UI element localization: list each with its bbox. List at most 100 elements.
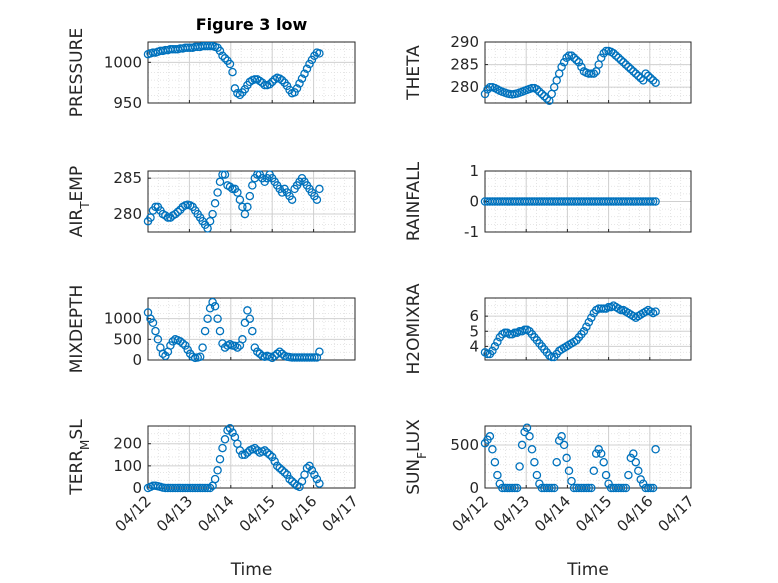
- x-tick-label: 04/15: [236, 492, 279, 535]
- data-point: [151, 326, 160, 336]
- data-point: [292, 84, 302, 93]
- data-point: [233, 188, 242, 197]
- data-point: [275, 347, 284, 356]
- data-point: [557, 432, 566, 441]
- data-point: [171, 209, 180, 219]
- y-tick-label: 0: [132, 351, 142, 369]
- subplot-mixdepth: 0 500 1000 MIXDEPTH: [67, 285, 356, 373]
- data-point: [213, 466, 222, 475]
- data-point: [554, 436, 564, 445]
- data-point: [310, 353, 319, 362]
- data-point: [559, 58, 569, 67]
- data-point: [651, 307, 660, 316]
- data-point: [272, 349, 282, 359]
- data-point: [557, 62, 566, 72]
- data-point: [220, 54, 230, 63]
- data-point: [589, 69, 599, 78]
- data-point: [315, 479, 324, 488]
- data-point: [488, 445, 497, 454]
- data-point: [248, 181, 257, 190]
- data-point: [562, 453, 571, 463]
- data-point: [213, 188, 222, 197]
- data-point: [302, 463, 312, 473]
- data-point: [248, 326, 257, 336]
- y-axis-label: H2OMIXRA: [404, 283, 424, 374]
- data-point: [629, 67, 638, 76]
- data-point: [280, 468, 289, 477]
- subplot-air-temp: 280 285 AIRTEMP: [67, 166, 356, 237]
- y-axis-label: PRESSURE: [67, 28, 87, 117]
- data-point: [621, 483, 631, 493]
- data-point: [287, 477, 297, 486]
- data-point: [250, 443, 260, 453]
- data-point: [181, 341, 190, 350]
- data-point: [233, 343, 242, 352]
- data-point: [218, 51, 227, 61]
- data-point: [601, 46, 611, 56]
- data-point: [643, 71, 653, 81]
- data-point: [594, 445, 603, 454]
- data-point: [215, 46, 225, 56]
- data-point: [485, 82, 495, 92]
- data-point: [584, 317, 594, 327]
- data-point: [532, 470, 542, 480]
- data-point: [228, 428, 237, 437]
- data-point: [315, 49, 324, 58]
- data-point: [549, 483, 559, 493]
- x-tick-label: 04/14: [531, 492, 574, 535]
- data-point: [173, 207, 183, 217]
- data-point: [295, 79, 304, 88]
- data-point: [527, 83, 537, 93]
- data-point: [530, 457, 539, 467]
- data-point: [148, 318, 158, 328]
- data-point: [651, 78, 660, 87]
- data-point: [559, 440, 569, 450]
- data-point: [300, 69, 309, 78]
- data-point: [646, 73, 655, 83]
- y-tick-label: 0: [469, 193, 479, 211]
- data-point: [243, 306, 252, 315]
- y-tick-label: 1000: [104, 53, 142, 71]
- data-point: [235, 195, 245, 204]
- x-tick-label: 04/12: [112, 492, 155, 535]
- data-point: [535, 479, 544, 488]
- data-point: [238, 450, 247, 460]
- data-point: [619, 58, 628, 67]
- data-point: [161, 351, 170, 361]
- data-point: [235, 446, 245, 455]
- data-point: [310, 470, 319, 479]
- data-point: [235, 90, 245, 100]
- y-axis-label: THETA: [404, 45, 424, 101]
- data-point: [537, 89, 547, 99]
- axes-box: [484, 297, 692, 361]
- data-point: [646, 197, 655, 206]
- x-tick-label: 04/14: [194, 492, 237, 535]
- x-tick-label: 04/13: [490, 492, 533, 535]
- data-point: [267, 353, 277, 363]
- data-point: [305, 461, 314, 471]
- data-point: [215, 326, 225, 336]
- data-point: [265, 80, 274, 89]
- data-point: [574, 58, 584, 67]
- data-point: [495, 479, 505, 488]
- data-point: [250, 75, 260, 84]
- data-point: [277, 75, 287, 85]
- data-point: [488, 346, 497, 356]
- data-point: [238, 335, 247, 344]
- data-point: [230, 84, 240, 93]
- data-point: [611, 51, 621, 60]
- data-point: [270, 351, 279, 361]
- data-point: [525, 432, 534, 441]
- data-point: [579, 327, 589, 336]
- y-axis-label: AIRTEMP: [67, 166, 92, 237]
- data-point: [493, 470, 502, 480]
- data-point: [634, 71, 643, 81]
- data-point: [225, 59, 235, 69]
- data-point: [215, 454, 225, 464]
- data-point: [210, 199, 220, 208]
- data-point: [631, 457, 641, 467]
- data-point: [240, 209, 250, 219]
- data-point: [582, 483, 591, 493]
- data-point: [208, 209, 217, 219]
- data-point: [210, 474, 220, 484]
